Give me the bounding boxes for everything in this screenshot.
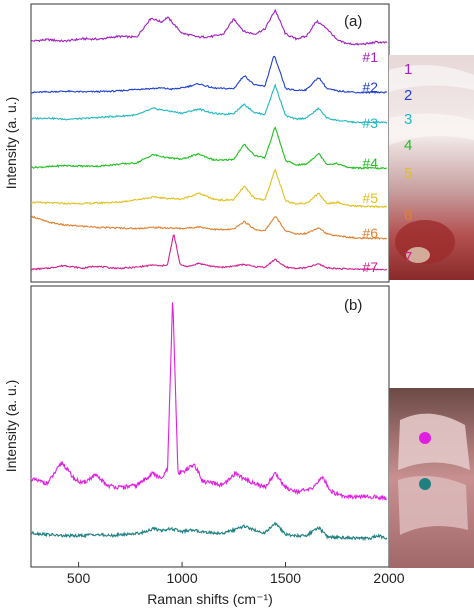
tissue-photo-a [389,55,474,280]
photo-a-region-labels: 1 2 3 4 5 6 7 [404,61,412,266]
spectrum-b-line-1 [30,302,387,502]
panel-a-series-group [30,8,388,271]
panel-b-x-ticks: 500 1000 1500 2000 [67,562,405,586]
x-tick-label-1000: 1000 [166,570,197,586]
x-axis-label: Raman shifts (cm⁻¹) [147,591,273,607]
photo-region-label-4: 4 [404,137,412,154]
measurement-point-teal [419,478,431,490]
panel-a-series-tags: #1 #2 #3 #4 #5 #6 #7 [362,49,378,275]
spectrum-line-2 [30,55,388,95]
spectrum-line-7 [30,234,388,271]
tissue-photo-b [389,388,474,568]
panel-a-frame [30,3,390,283]
photo-region-label-5: 5 [404,165,412,182]
spectrum-line-5 [30,168,388,209]
series-tag-2: #2 [362,79,378,95]
spectrum-line-4 [30,126,388,170]
series-tag-5: #5 [362,190,378,206]
photo-region-label-2: 2 [404,87,412,104]
panel-b-ylabel: Intensity (a. u.) [3,380,19,473]
spectrum-b-line-2 [30,521,388,542]
photo-region-label-6: 6 [404,207,412,224]
series-tag-1: #1 [362,49,378,65]
panel-b-label: (b) [344,297,362,314]
panel-b-series-group [30,302,388,542]
series-tag-3: #3 [362,115,378,131]
spectrum-line-6 [30,214,388,240]
x-tick-label-2000: 2000 [373,570,404,586]
panel-b-frame [30,285,390,568]
series-tag-7: #7 [362,259,378,275]
photo-region-label-7: 7 [404,249,412,266]
series-tag-6: #6 [362,225,378,241]
x-tick-label-500: 500 [67,570,91,586]
photo-region-label-3: 3 [404,111,412,128]
measurement-point-magenta [419,432,431,444]
spectrum-line-1 [30,8,388,47]
panel-a-ylabel: Intensity (a. u.) [3,97,19,190]
spectrum-line-3 [30,83,388,125]
photo-region-label-1: 1 [404,61,412,78]
x-tick-label-1500: 1500 [270,570,301,586]
series-tag-4: #4 [362,155,378,171]
panel-a-label: (a) [344,13,362,30]
